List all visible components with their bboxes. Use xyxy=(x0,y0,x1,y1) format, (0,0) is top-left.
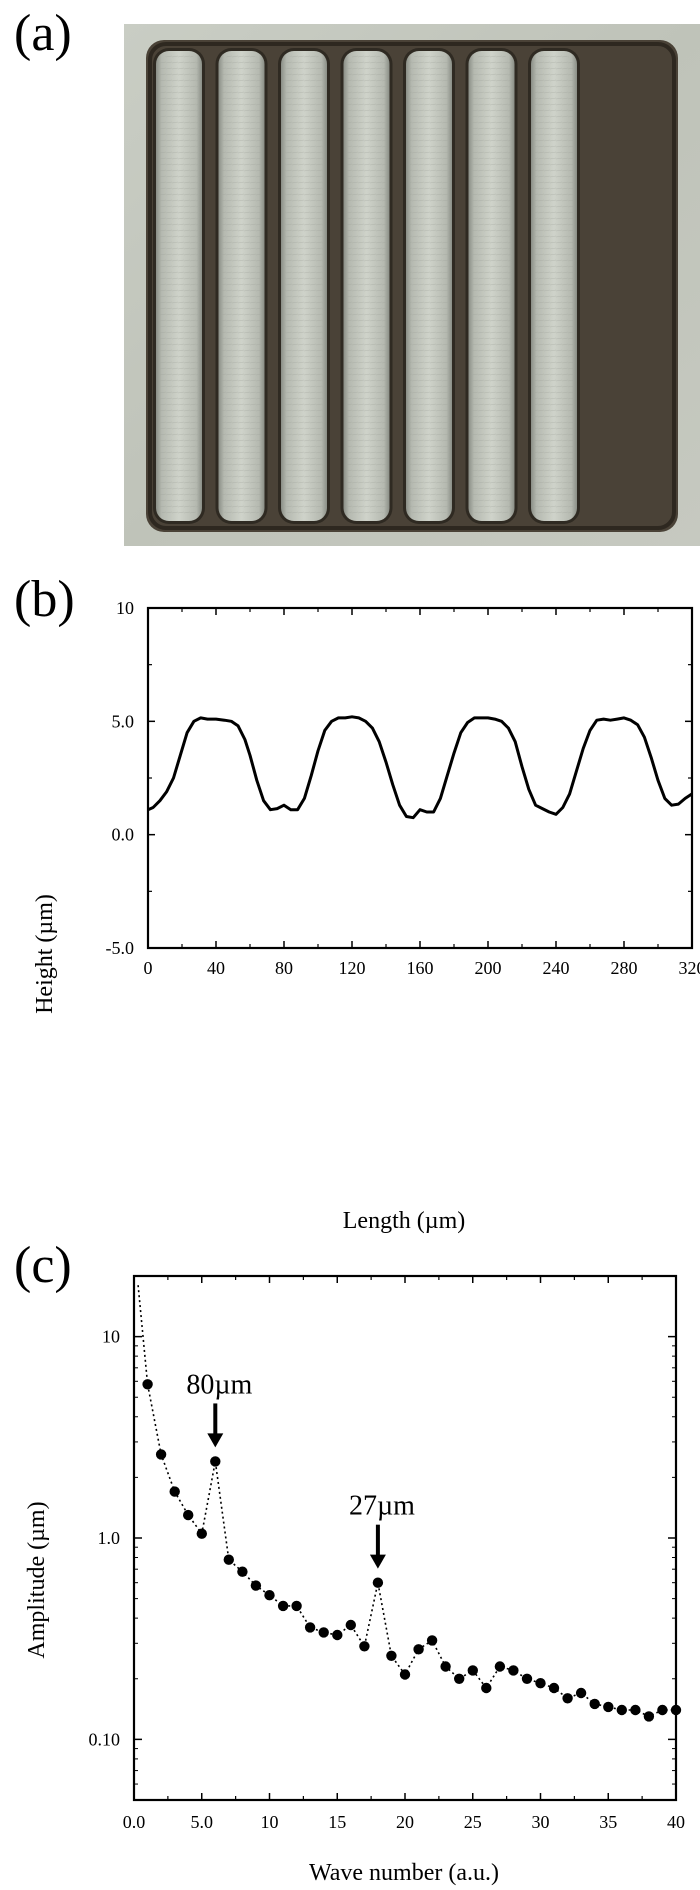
c-data-point xyxy=(657,1704,668,1716)
b-plot-frame xyxy=(146,606,694,950)
c-x-tick-label: 30 xyxy=(532,1812,550,1832)
c-x-tick-label: 5.0 xyxy=(191,1812,214,1832)
stripe-texture xyxy=(160,55,198,517)
c-x-tick-label: 10 xyxy=(261,1812,279,1832)
c-data-point xyxy=(481,1682,492,1694)
c-data-point xyxy=(413,1644,424,1655)
c-data-point xyxy=(521,1673,533,1684)
c-data-point xyxy=(575,1687,587,1699)
b-x-tick-label: 280 xyxy=(611,958,638,978)
c-data-point xyxy=(454,1673,465,1684)
c-data-point xyxy=(616,1704,627,1716)
c-data-point xyxy=(318,1627,329,1638)
c-x-axis-label: Wave number (a.u.) xyxy=(309,1860,499,1886)
c-data-point xyxy=(535,1678,546,1689)
stripe-texture xyxy=(347,55,386,517)
c-data-point xyxy=(277,1600,289,1612)
c-data-point xyxy=(494,1661,506,1672)
c-data-point xyxy=(345,1619,356,1631)
c-data-point xyxy=(237,1566,248,1577)
c-data-point xyxy=(155,1449,167,1460)
c-x-tick-label: 15 xyxy=(328,1812,346,1832)
b-x-axis-label: Length (µm) xyxy=(343,1208,465,1234)
c-data-point xyxy=(548,1682,560,1694)
c-data-point xyxy=(386,1650,397,1661)
c-y-tick-label: 10 xyxy=(102,1327,120,1347)
amplitude-spectrum-chart: 0.0 5.0 10 15 20 25 30 35 40 0.10 1.0 10 Wave numbe… xyxy=(24,1274,685,1886)
c-plot-frame xyxy=(132,1274,678,1802)
panel-label-a: (a) xyxy=(14,5,72,62)
b-x-tick-label: 160 xyxy=(407,958,434,978)
b-x-tick-label: 240 xyxy=(543,958,570,978)
c-x-tick-label: 35 xyxy=(599,1812,617,1832)
c-data-point xyxy=(630,1704,641,1716)
c-data-point xyxy=(589,1698,600,1710)
b-x-tick-label: 320 xyxy=(679,958,700,978)
c-annotation-27um: 27µm xyxy=(349,1491,415,1522)
c-data-point xyxy=(332,1629,343,1641)
stripe-texture xyxy=(222,55,261,517)
c-data-point xyxy=(399,1669,411,1680)
b-x-tick-label: 200 xyxy=(475,958,502,978)
c-x-tick-label: 25 xyxy=(464,1812,482,1832)
c-data-point xyxy=(508,1665,519,1676)
b-x-tick-label: 0 xyxy=(144,958,153,978)
c-data-point xyxy=(304,1622,316,1633)
c-data-point xyxy=(440,1661,451,1672)
c-annotation-80um: 80µm xyxy=(186,1369,252,1400)
c-y-tick-label: 1.0 xyxy=(98,1528,121,1548)
c-data-point xyxy=(183,1509,194,1521)
c-data-point xyxy=(562,1693,573,1704)
c-data-point xyxy=(196,1528,207,1539)
c-data-point xyxy=(467,1665,478,1676)
stripe-texture xyxy=(410,55,448,517)
stripe-texture xyxy=(285,55,323,517)
b-x-tick-label: 40 xyxy=(207,958,225,978)
b-y-axis-label: Height (µm) xyxy=(32,894,58,1014)
micrograph-image xyxy=(124,24,700,546)
b-y-tick-label: 10 xyxy=(116,598,134,618)
b-x-tick-label: 120 xyxy=(339,958,366,978)
stripe-texture xyxy=(472,55,511,517)
b-y-tick-label: 0.0 xyxy=(112,825,135,845)
c-data-point xyxy=(372,1577,384,1588)
panel-label-b: (b) xyxy=(14,571,75,628)
c-data-point xyxy=(426,1635,438,1646)
b-height-profile-line xyxy=(147,715,693,820)
c-annotation-arrowhead xyxy=(207,1433,224,1448)
c-data-point xyxy=(223,1554,234,1565)
c-data-point xyxy=(603,1701,614,1713)
height-profile-chart: 0 40 80 120 160 200 240 280 320 -5.0 0.0 5.0 10 Leng… xyxy=(32,598,700,1234)
c-data-point xyxy=(359,1641,370,1652)
c-data-point xyxy=(643,1711,655,1722)
stripe-texture xyxy=(535,55,573,517)
c-x-tick-label: 0.0 xyxy=(123,1812,146,1832)
c-annotation-arrowhead xyxy=(369,1554,386,1569)
c-data-point xyxy=(210,1456,221,1467)
c-y-axis-label: Amplitude (µm) xyxy=(24,1501,50,1658)
c-x-tick-label: 20 xyxy=(396,1812,414,1832)
panel-label-c: (c) xyxy=(14,1237,72,1294)
c-data-point xyxy=(670,1704,682,1716)
c-data-point xyxy=(264,1590,275,1601)
c-data-point xyxy=(291,1600,302,1612)
b-x-tick-label: 80 xyxy=(275,958,293,978)
micrograph-svg xyxy=(124,24,700,546)
c-x-tick-label: 40 xyxy=(667,1812,685,1832)
b-y-tick-label: 5.0 xyxy=(112,711,135,731)
c-data-point xyxy=(250,1580,262,1591)
c-data-point xyxy=(142,1379,153,1390)
b-y-tick-label: -5.0 xyxy=(106,938,135,958)
c-y-tick-label: 0.10 xyxy=(89,1729,121,1749)
c-data-point xyxy=(169,1486,180,1497)
